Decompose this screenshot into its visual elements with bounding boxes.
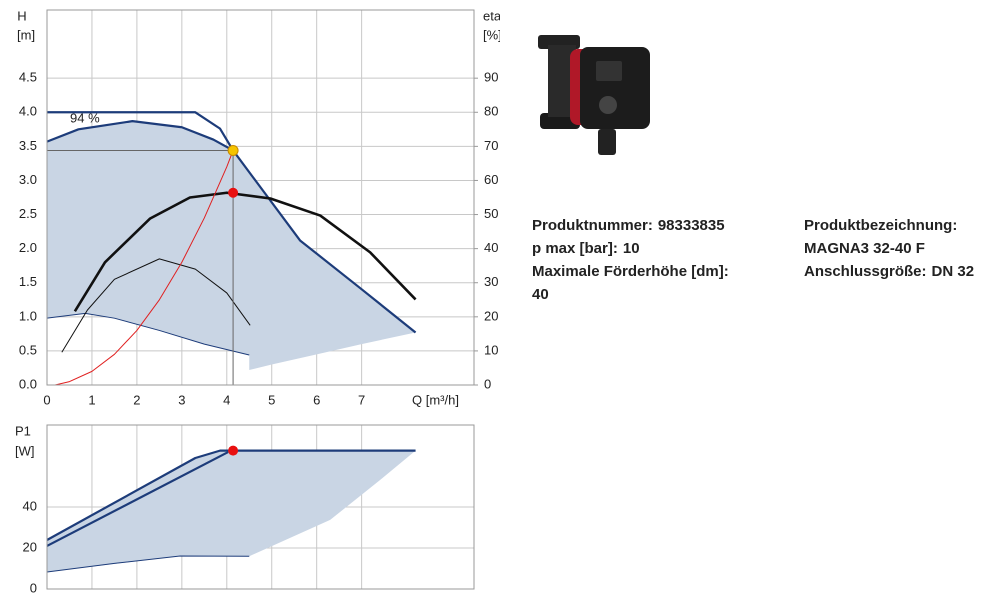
- envelope-area: [47, 121, 416, 371]
- y-tick-label: 4.0: [19, 104, 37, 119]
- y2-axis-label: eta: [483, 8, 500, 23]
- y-axis-unit: [m]: [17, 27, 35, 42]
- info-row: Produktbezeichnung: MAGNA3 32-40 F: [804, 214, 1000, 260]
- info-value: DN 32: [931, 263, 975, 280]
- x-tick-label: 5: [268, 392, 275, 407]
- curve: [46, 120, 234, 152]
- y2-tick-label: 60: [484, 172, 498, 187]
- info-value: 98333835: [657, 217, 725, 234]
- y2-tick-label: 20: [484, 308, 498, 323]
- button: [599, 96, 617, 114]
- curve: [46, 449, 416, 541]
- x-tick-label: 2: [133, 392, 140, 407]
- y-tick-label: 1.0: [19, 308, 37, 323]
- y2-tick-label: 40: [484, 240, 498, 255]
- y2-tick-label: 10: [484, 342, 498, 357]
- info-label: p max [bar]:: [532, 240, 618, 257]
- info-row: Anschlussgröße: DN 32: [804, 260, 1000, 283]
- y-tick-label: 40: [23, 498, 37, 513]
- operating-point: [228, 187, 239, 198]
- y-tick-label: 0: [30, 580, 37, 595]
- y2-tick-label: 80: [484, 104, 498, 119]
- info-value: 40: [532, 286, 549, 303]
- product-info-left: Produktnummer: 98333835 p max [bar]: 10 Maxi…: [532, 214, 729, 306]
- curve: [73, 191, 417, 313]
- y2-tick-label: 30: [484, 274, 498, 289]
- y-tick-label: 3.0: [19, 172, 37, 187]
- curve: [46, 555, 250, 573]
- operating-point: [227, 144, 239, 156]
- y2-tick-label: 90: [484, 70, 498, 85]
- y-axis-label: H: [17, 8, 26, 23]
- info-row: p max [bar]: 10: [532, 237, 729, 260]
- charts: 0.00.51.01.52.02.53.03.54.04.50102030405…: [15, 8, 500, 595]
- y2-tick-label: 0: [484, 376, 491, 391]
- y-tick-label: 20: [23, 539, 37, 554]
- x-tick-label: 7: [358, 392, 365, 407]
- info-value: 10: [622, 240, 640, 257]
- info-label: Produktnummer:: [532, 217, 653, 234]
- product-info-right: Produktbezeichnung: MAGNA3 32-40 F Anschlu…: [804, 214, 1000, 283]
- x-tick-label: 4: [223, 392, 230, 407]
- y-tick-label: 0.5: [19, 342, 37, 357]
- y-tick-label: 1.5: [19, 274, 37, 289]
- y-tick-label: 2.0: [19, 240, 37, 255]
- plug: [598, 129, 616, 155]
- envelope-area: [47, 450, 416, 572]
- curve: [54, 150, 234, 386]
- curve: [46, 451, 229, 547]
- plot-frame: [46, 424, 475, 590]
- y-axis-unit: [W]: [15, 443, 35, 458]
- y-axis-label: P1: [15, 423, 31, 438]
- y-tick-label: 3.5: [19, 138, 37, 153]
- info-label: Maximale Förderhöhe [dm]:: [532, 263, 729, 280]
- x-axis-label: Q [m³/h]: [412, 392, 459, 407]
- display: [596, 61, 622, 81]
- info-label: Anschlussgröße:: [804, 263, 927, 280]
- operating-point: [228, 445, 239, 456]
- y-tick-label: 4.5: [19, 70, 37, 85]
- info-row: Maximale Förderhöhe [dm]: 40: [532, 260, 729, 306]
- y2-tick-label: 50: [484, 206, 498, 221]
- x-tick-label: 0: [43, 392, 50, 407]
- x-tick-label: 3: [178, 392, 185, 407]
- curve: [61, 258, 251, 353]
- pump-image: [538, 35, 650, 155]
- control-box: [580, 47, 650, 129]
- x-tick-label: 6: [313, 392, 320, 407]
- curve: [46, 312, 250, 356]
- info-value: MAGNA3 32-40 F: [804, 240, 925, 257]
- y2-tick-label: 70: [484, 138, 498, 153]
- info-row: Produktnummer: 98333835: [532, 214, 729, 237]
- y-tick-label: 0.0: [19, 376, 37, 391]
- x-tick-label: 1: [88, 392, 95, 407]
- y-tick-label: 2.5: [19, 206, 37, 221]
- y2-axis-unit: [%]: [483, 27, 500, 42]
- info-label: Produktbezeichnung:: [804, 217, 958, 234]
- annotation: 94 %: [70, 110, 100, 125]
- plot-frame: [46, 9, 475, 386]
